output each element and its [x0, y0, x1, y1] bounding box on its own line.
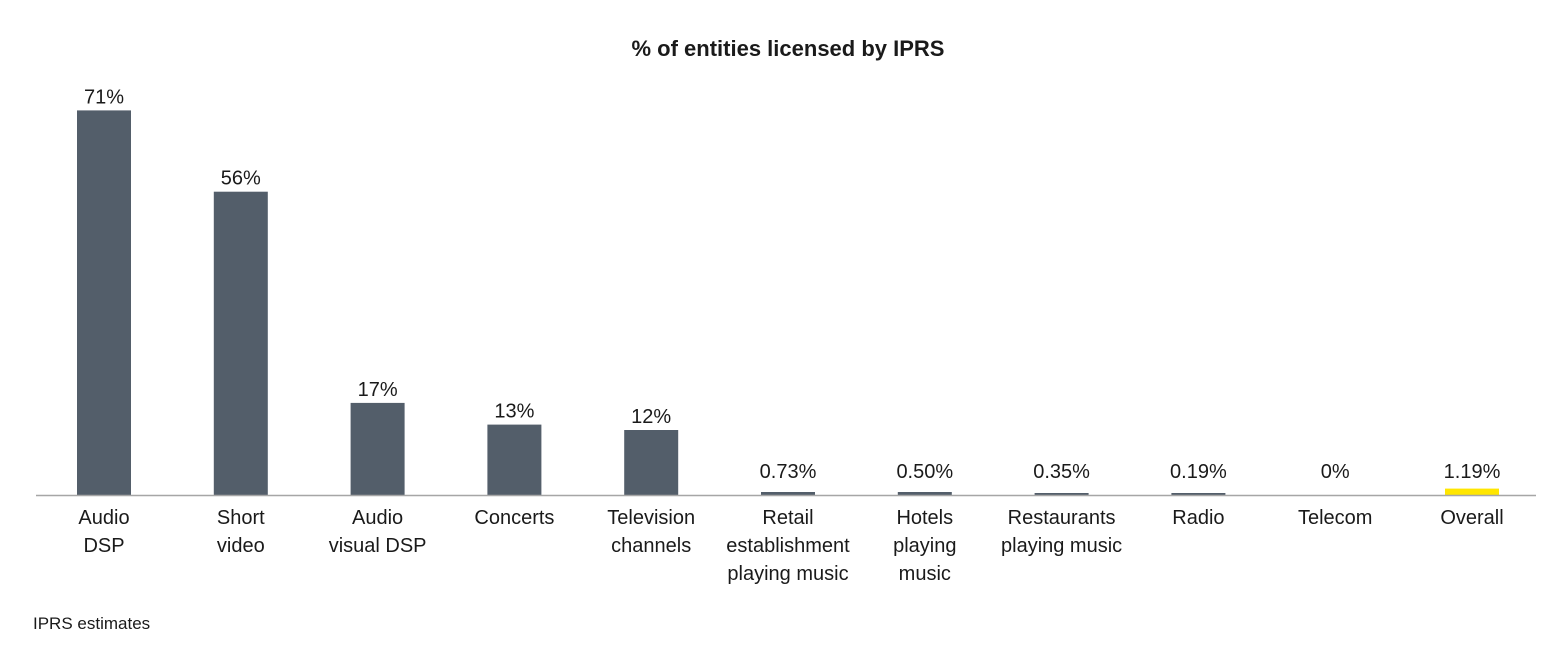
category-label-6: Hotels playing music: [893, 507, 956, 585]
value-label-10: 1.19%: [1444, 461, 1501, 483]
category-label-5-line-1: establishment: [726, 535, 850, 557]
category-label-5-line-2: playing music: [727, 563, 848, 585]
value-label-1: 56%: [221, 168, 261, 190]
source-note: IPRS estimates: [33, 614, 151, 633]
category-label-4-line-0: Television: [607, 507, 695, 529]
bar-0: [77, 110, 131, 496]
category-label-8: Radio: [1172, 507, 1224, 529]
category-label-5-line-0: Retail: [762, 507, 813, 529]
category-label-1-line-0: Short: [217, 507, 265, 529]
value-label-7: 0.35%: [1033, 461, 1090, 483]
category-label-2-line-0: Audio: [352, 507, 403, 529]
value-label-2: 17%: [358, 379, 398, 401]
category-label-0: Audio DSP: [78, 507, 129, 557]
category-label-6-line-2: music: [899, 563, 951, 585]
category-label-10-line-0: Overall: [1440, 507, 1503, 529]
bar-5: [761, 492, 815, 495]
category-label-3-line-0: Concerts: [474, 507, 554, 529]
value-label-9: 0%: [1321, 461, 1350, 483]
category-label-7-line-0: Restaurants: [1008, 507, 1116, 529]
bar-3: [487, 424, 542, 495]
value-label-0: 71%: [84, 86, 124, 108]
category-label-7: Restaurants playing music: [1001, 507, 1122, 557]
category-label-4-line-1: channels: [611, 535, 691, 557]
value-label-6: 0.50%: [896, 461, 953, 483]
category-label-3: Concerts: [474, 507, 554, 529]
value-labels-group: 71% 56% 17% 13% 12% 0.73% 0.50% 0.35% 0.19% 0% 1.1…: [84, 86, 1501, 483]
category-label-1: Short video: [217, 507, 265, 557]
chart-title: % of entities licensed by IPRS: [632, 36, 945, 61]
category-label-9: Telecom: [1298, 507, 1372, 529]
bar-6: [897, 492, 952, 495]
category-label-2-line-1: visual DSP: [329, 535, 427, 557]
value-label-3: 13%: [494, 401, 534, 423]
bar-10: [1445, 488, 1499, 495]
category-labels-group: Audio DSP Short video Audio visual DSP Concert…: [78, 507, 1503, 585]
value-label-8: 0.19%: [1170, 461, 1227, 483]
value-label-5: 0.73%: [760, 461, 817, 483]
category-label-5: Retail establishment playing music: [726, 507, 850, 585]
category-label-6-line-0: Hotels: [896, 507, 953, 529]
bars-group: [77, 110, 1499, 496]
category-label-4: Television channels: [607, 507, 695, 557]
bar-7: [1034, 493, 1089, 495]
value-label-4: 12%: [631, 406, 671, 428]
category-label-2: Audio visual DSP: [329, 507, 427, 557]
category-label-7-line-1: playing music: [1001, 535, 1122, 557]
category-label-10: Overall: [1440, 507, 1503, 529]
category-label-0-line-1: DSP: [83, 535, 124, 557]
bar-8: [1171, 493, 1226, 495]
category-label-6-line-1: playing: [893, 535, 956, 557]
category-label-1-line-1: video: [217, 535, 265, 557]
category-label-0-line-0: Audio: [78, 507, 129, 529]
bar-1: [213, 191, 268, 495]
bar-4: [624, 430, 679, 495]
category-label-9-line-0: Telecom: [1298, 507, 1372, 529]
category-label-8-line-0: Radio: [1172, 507, 1224, 529]
bar-2: [350, 402, 405, 495]
